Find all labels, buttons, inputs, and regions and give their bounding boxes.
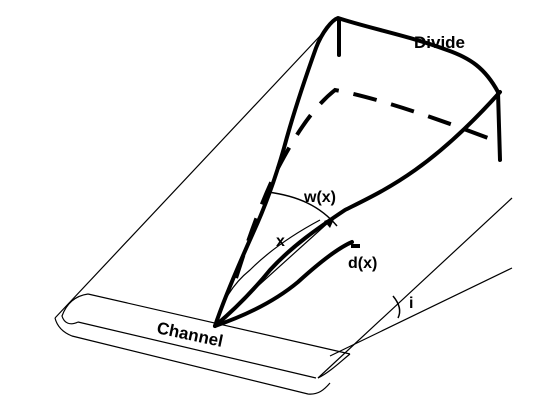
slope-angle-arc bbox=[392, 295, 401, 319]
plane-left-edge bbox=[54, 19, 336, 319]
channel-bottom bbox=[54, 317, 331, 395]
distance-arrow bbox=[217, 217, 335, 323]
divide-label: Divide bbox=[414, 33, 465, 52]
channel-end-right bbox=[317, 353, 351, 379]
inner-flow-line bbox=[214, 219, 321, 327]
distance-label: x bbox=[276, 233, 285, 250]
dashed-flow-path bbox=[234, 87, 489, 279]
width-label: w(x) bbox=[303, 189, 336, 206]
depth-label: d(x) bbox=[348, 255, 377, 272]
depth-marker bbox=[351, 244, 360, 248]
catchment-boundary-left bbox=[213, 16, 502, 328]
distance-arrow-line bbox=[217, 220, 331, 323]
catchment-boundary-right bbox=[213, 90, 502, 328]
plane-right-edge bbox=[317, 197, 513, 379]
catchment-outline bbox=[213, 16, 502, 328]
slope-label: i bbox=[409, 295, 413, 312]
channel-bank-inner bbox=[77, 321, 317, 379]
inclined-plane bbox=[54, 19, 513, 379]
channel-end-left bbox=[61, 293, 89, 325]
slope-base-line bbox=[329, 267, 513, 357]
catchment-boundary-lower bbox=[213, 240, 354, 328]
distance-arrow-head bbox=[324, 217, 335, 228]
